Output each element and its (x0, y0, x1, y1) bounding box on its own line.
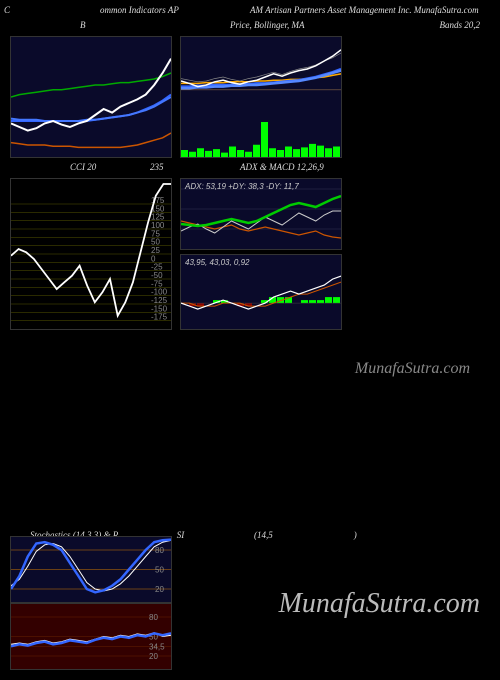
svg-text:34,5: 34,5 (149, 643, 165, 652)
svg-text:-175: -175 (151, 313, 168, 322)
title-cci: CCI 20 (70, 162, 96, 172)
bollinger-chart (10, 36, 172, 158)
title-cci-value: 235 (150, 162, 164, 172)
price-ma-chart (180, 36, 342, 158)
row1-titles: B Price, Bollinger, MA Bands 20,2 (0, 20, 500, 34)
row2-titles: CCI 20 235 ADX & MACD 12,26,9 (0, 162, 500, 176)
header-right: AM Artisan Partners Asset Management Inc… (250, 0, 479, 20)
svg-text:20: 20 (149, 652, 158, 661)
rsi-chart: 805034,520 (10, 603, 172, 670)
cci-chart: 1751501251007550250-25-50-75-100-125-150… (10, 178, 172, 330)
adx-chart: ADX: 53,19 +DY: 38,3 -DY: 11,7 (180, 178, 342, 250)
svg-text:80: 80 (149, 613, 158, 622)
svg-text:50: 50 (155, 566, 164, 575)
stochastics-chart: 80 50 20 (10, 536, 172, 603)
header-mid: ommon Indicators AP (100, 0, 179, 20)
macd-chart: 43,95, 43,03, 0,92 (180, 254, 342, 330)
svg-text:43,95, 43,03, 0,92: 43,95, 43,03, 0,92 (185, 258, 250, 267)
header-left: C (4, 0, 10, 20)
watermark-large: MunafaSutra.com (279, 588, 480, 620)
title-price-ma: Price, Bollinger, MA (230, 20, 304, 30)
title-bands-params: Bands 20,2 (440, 20, 481, 30)
svg-text:ADX: 53,19 +DY: 38,3 -DY: 11,7: ADX: 53,19 +DY: 38,3 -DY: 11,7 (184, 182, 299, 191)
watermark-small: MunafaSutra.com (355, 360, 470, 378)
row3-titles: Stochastics (14,3,3) & R SI (14,5 ) (0, 520, 500, 534)
page-header: C ommon Indicators AP AM Artisan Partner… (0, 0, 500, 20)
title-adx-macd: ADX & MACD 12,26,9 (240, 162, 324, 172)
title-bollinger-short: B (80, 20, 86, 30)
svg-text:20: 20 (155, 585, 164, 594)
svg-text:80: 80 (155, 546, 164, 555)
